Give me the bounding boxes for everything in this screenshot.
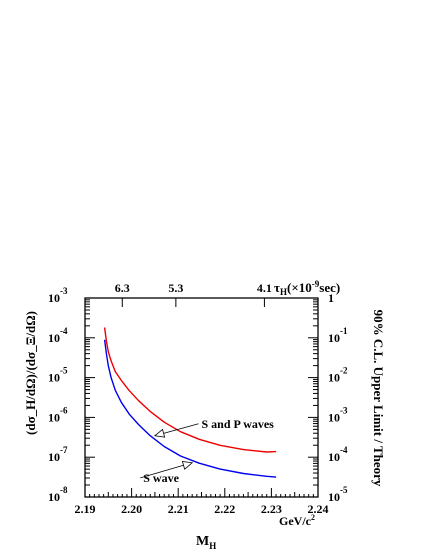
annotation-arrow bbox=[163, 423, 199, 434]
top-tick-label: 5.3 bbox=[168, 281, 183, 295]
x-tick-label: 2.21 bbox=[168, 502, 189, 516]
series-line bbox=[103, 327, 277, 453]
x-tick-label: 2.23 bbox=[261, 502, 282, 516]
top-tick-label: 4.1 bbox=[257, 281, 272, 295]
annotation-arrow bbox=[140, 464, 184, 479]
series-line bbox=[103, 339, 277, 478]
x-tick-label: 2.24 bbox=[308, 502, 329, 516]
y-right-tick-label: 10-1 bbox=[328, 326, 348, 345]
axis-ticks bbox=[84, 297, 319, 498]
annotation-label: S wave bbox=[143, 471, 179, 485]
y-axis-right-label: 90% C.L. Upper Limit / Theory bbox=[371, 310, 386, 487]
data-series bbox=[103, 327, 277, 478]
y-left-tick-label: 10-8 bbox=[48, 485, 68, 504]
y-right-tick-label: 1 bbox=[328, 291, 334, 305]
tick-labels: 2.19 2.20 2.21 2.22 2.23 2.24 6.3 5.3 4.1 10-3 10-… bbox=[48, 281, 348, 516]
x-tick-label: 2.22 bbox=[214, 502, 235, 516]
x-tick-label: 2.20 bbox=[121, 502, 142, 516]
x-axis-label: MH bbox=[196, 534, 216, 551]
top-tick-label: 6.3 bbox=[115, 281, 130, 295]
top-axis-label: τH(×10-9sec) bbox=[274, 279, 340, 297]
y-left-tick-label: 10-6 bbox=[48, 405, 68, 424]
x-axis-unit: GeV/c2 bbox=[279, 513, 315, 528]
annotation-arrowhead bbox=[181, 460, 194, 470]
y-left-tick-label: 10-5 bbox=[48, 366, 68, 385]
y-left-tick-label: 10-7 bbox=[48, 445, 68, 464]
annotation-arrowhead bbox=[153, 428, 166, 438]
y-left-tick-label: 10-3 bbox=[48, 286, 68, 305]
y-right-tick-label: 10-2 bbox=[328, 366, 348, 385]
annotation-label: S and P waves bbox=[202, 417, 275, 431]
x-tick-label: 2.19 bbox=[75, 502, 96, 516]
y-left-tick-label: 10-4 bbox=[48, 326, 68, 345]
y-right-tick-label: 10-3 bbox=[328, 405, 348, 424]
y-right-tick-label: 10-4 bbox=[328, 445, 348, 464]
annotations: S and P waves S wave bbox=[140, 417, 274, 485]
y-axis-left-label: (dσ_H/dΩ)/(dσ_Ξ/dΩ) bbox=[23, 311, 38, 435]
plot-frame bbox=[84, 297, 319, 498]
y-right-tick-label: 10-5 bbox=[328, 485, 348, 504]
